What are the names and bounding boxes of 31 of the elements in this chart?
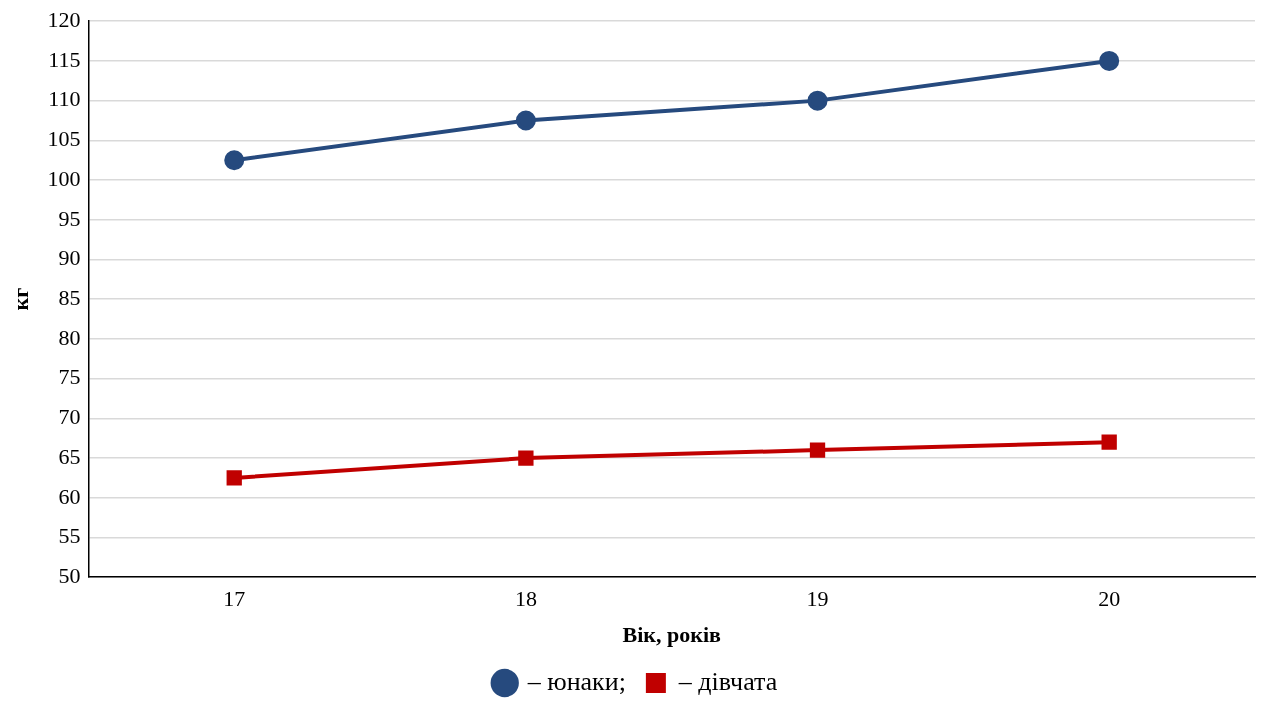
y-tick-label: 60 (58, 483, 81, 509)
y-tick-label: 55 (58, 523, 81, 549)
y-tick-label: 50 (58, 562, 81, 588)
point (1101, 434, 1117, 450)
point (807, 90, 828, 111)
y-tick-label: 80 (58, 324, 81, 350)
x-tick-label: 19 (806, 586, 829, 612)
y-tick-label: 100 (47, 165, 81, 191)
legend-label: – дівчата (677, 666, 778, 696)
point (518, 450, 534, 466)
x-axis-title: Вік, років (622, 622, 721, 648)
point (809, 442, 826, 458)
y-tick-label: 90 (58, 245, 81, 271)
x-tick-label: 17 (223, 586, 246, 612)
y-tick-label: 105 (47, 126, 81, 152)
y-tick-label: 120 (47, 6, 81, 32)
y-tick-label: 85 (58, 284, 81, 310)
y-tick-label: 70 (58, 404, 81, 430)
legend-label: – юнаки; (526, 666, 626, 696)
y-tick-label: 115 (48, 46, 81, 72)
point (515, 110, 536, 131)
point (226, 470, 242, 486)
y-tick-label: 110 (48, 86, 81, 112)
x-tick-label: 20 (1098, 586, 1121, 612)
y-tick-label: 65 (58, 443, 81, 469)
point (1099, 50, 1120, 71)
y-tick-label: 95 (58, 205, 81, 231)
y-tick-label: 75 (58, 364, 81, 390)
y-axis-title: кг (7, 287, 33, 311)
x-tick-label: 18 (514, 586, 537, 612)
point (224, 150, 245, 171)
